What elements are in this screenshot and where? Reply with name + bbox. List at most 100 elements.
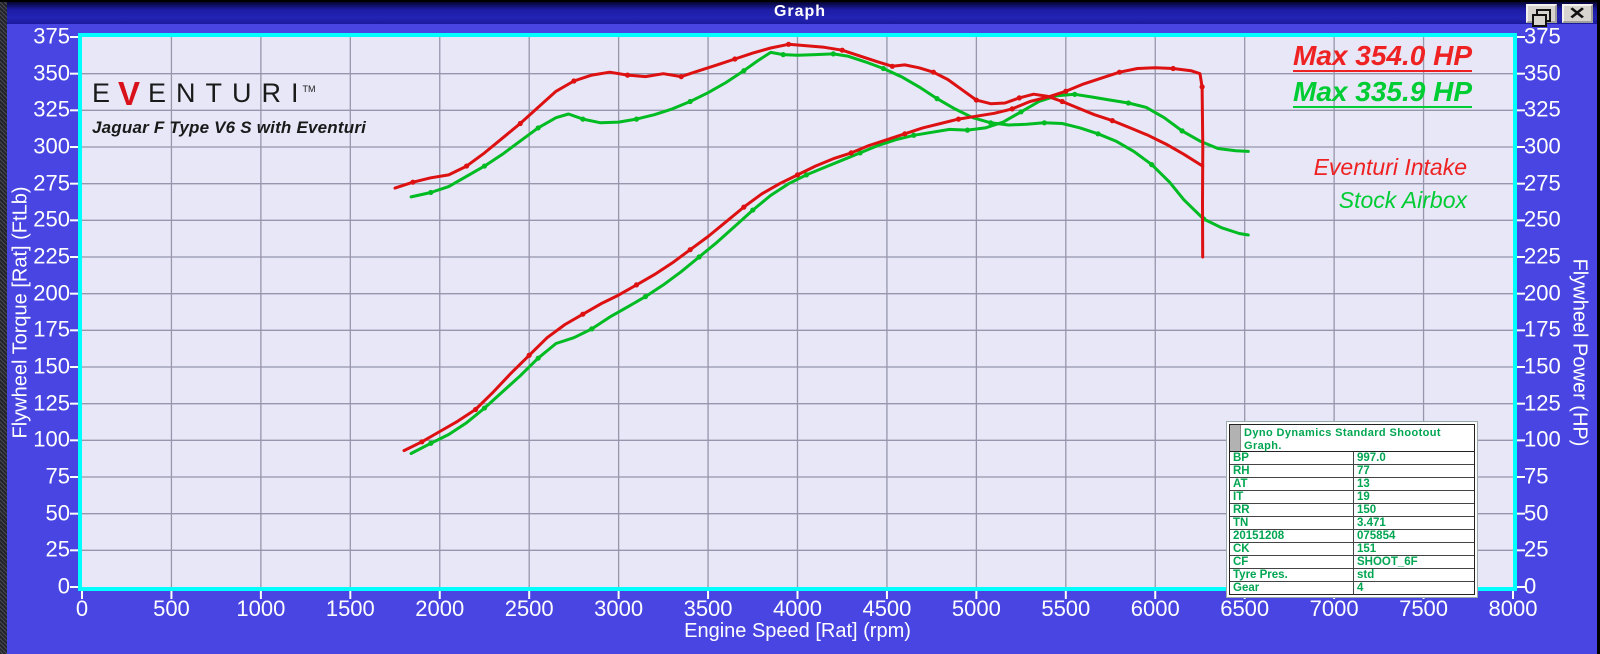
y-tick-label-left: 125 — [33, 390, 70, 416]
series-marker — [1072, 91, 1078, 97]
series-marker — [930, 69, 937, 75]
info-value: 151 — [1357, 543, 1377, 555]
logo-letter-e: E — [92, 78, 121, 108]
y-tick-label-right: 325 — [1524, 96, 1561, 122]
info-value: std — [1357, 569, 1375, 581]
series-marker — [934, 96, 940, 102]
series-marker — [955, 116, 962, 122]
y-tick-label-right: 375 — [1524, 23, 1561, 49]
series-marker — [794, 172, 801, 178]
info-table-row: 20151208 075854 — [1230, 530, 1474, 543]
y-tick-label-right: 250 — [1524, 206, 1561, 232]
vehicle-subtitle: Jaguar F Type V6 S with Eventuri — [92, 118, 367, 137]
y-tick-label-left: 375 — [33, 23, 70, 49]
close-button[interactable]: ✕ — [1562, 4, 1593, 23]
x-tick-label: 5500 — [1041, 596, 1091, 621]
x-tick-label: 500 — [153, 596, 190, 621]
x-tick-label: 8000 — [1488, 596, 1538, 621]
series-marker — [780, 52, 786, 58]
series-marker — [803, 172, 810, 178]
series-marker — [1041, 120, 1047, 126]
series-marker — [696, 254, 702, 260]
series-marker — [535, 125, 541, 131]
series-marker — [1059, 98, 1065, 105]
series-curve — [402, 66, 1205, 453]
x-tick-label: 4500 — [862, 596, 912, 621]
header-gray-bar — [1230, 425, 1241, 451]
series-marker — [964, 127, 971, 133]
title-bar: Graph ✕ — [0, 2, 1600, 27]
series-marker — [633, 116, 640, 122]
series-marker — [463, 163, 470, 169]
series-marker — [428, 189, 434, 196]
series-marker — [633, 282, 640, 288]
series-marker — [580, 311, 586, 317]
y-tick-label-right: 0 — [1524, 573, 1537, 599]
series-marker — [973, 97, 979, 103]
info-table-row: CK 151 — [1230, 543, 1474, 556]
series-marker — [1170, 65, 1176, 72]
info-value: 19 — [1357, 491, 1370, 503]
series-marker — [902, 131, 908, 137]
restore-button[interactable] — [1526, 4, 1557, 27]
series-marker — [481, 405, 488, 411]
y-axis-right-title-wrap: Flywheel Power (HP) — [1560, 42, 1598, 654]
series-marker — [750, 207, 756, 213]
info-key: BP — [1230, 452, 1354, 464]
info-key: RH — [1230, 465, 1354, 477]
logo-text: EVENTURITM — [92, 72, 366, 112]
info-value: 4 — [1357, 582, 1364, 594]
series-marker — [1063, 88, 1069, 94]
y-tick-label-left: 250 — [33, 206, 70, 232]
info-key: CK — [1230, 543, 1354, 555]
series-marker — [1109, 118, 1115, 124]
y-tick-label-right: 275 — [1524, 170, 1561, 196]
info-table-row: BP 997.0 — [1230, 452, 1474, 465]
info-value: 075854 — [1357, 530, 1396, 542]
y-tick-label-right: 25 — [1524, 536, 1549, 562]
x-tick-label: 7000 — [1309, 596, 1359, 621]
series-marker — [1179, 128, 1185, 134]
series-marker — [1116, 69, 1123, 75]
window-left-grip[interactable] — [0, 2, 7, 654]
info-value: 150 — [1357, 504, 1377, 516]
series-marker — [1009, 106, 1015, 112]
run-info-table: Dyno Dynamics Standard Shootout Graph. B… — [1226, 421, 1478, 598]
series-marker — [678, 74, 684, 80]
info-table-row: AT 13 — [1230, 478, 1474, 491]
x-tick-label: 0 — [75, 596, 89, 621]
info-table-row: CF SHOOT_6F — [1230, 556, 1474, 569]
series-marker — [732, 56, 738, 62]
plot-frame — [78, 33, 1517, 591]
y-tick-label-right: 50 — [1524, 500, 1549, 526]
y-tick-label-left: 75 — [45, 463, 70, 489]
y-tick-label-left: 200 — [33, 280, 70, 306]
x-tick-label: 3500 — [683, 596, 733, 621]
info-key: IT — [1230, 491, 1354, 503]
series-marker — [687, 247, 693, 253]
series-marker — [848, 150, 854, 156]
y-tick-label-right: 125 — [1524, 390, 1561, 416]
series-marker — [472, 406, 479, 413]
x-axis-title: Engine Speed [Rat] (rpm) — [684, 620, 911, 642]
info-table-row: RR 150 — [1230, 504, 1474, 517]
y-tick-label-right: 300 — [1524, 133, 1561, 159]
y-tick-label-right: 75 — [1524, 463, 1549, 489]
series-marker — [1125, 100, 1132, 106]
info-key: RR — [1230, 504, 1354, 516]
y-tick-label-left: 150 — [33, 353, 70, 379]
series-marker — [517, 120, 523, 127]
y-tick-label-right: 175 — [1524, 316, 1561, 342]
series-marker — [580, 116, 586, 122]
series-marker — [589, 326, 595, 332]
info-key: 20151208 — [1230, 530, 1354, 542]
series-marker — [624, 72, 631, 78]
window-right-edge — [1597, 2, 1600, 654]
info-table-row: IT 19 — [1230, 491, 1474, 504]
y-tick-label-right: 150 — [1524, 353, 1561, 379]
info-value: SHOOT_6F — [1357, 556, 1418, 568]
y-tick-label-right: 225 — [1524, 243, 1561, 269]
legend-eventuri-intake: Eventuri Intake — [1313, 154, 1467, 180]
series-marker — [741, 68, 747, 74]
